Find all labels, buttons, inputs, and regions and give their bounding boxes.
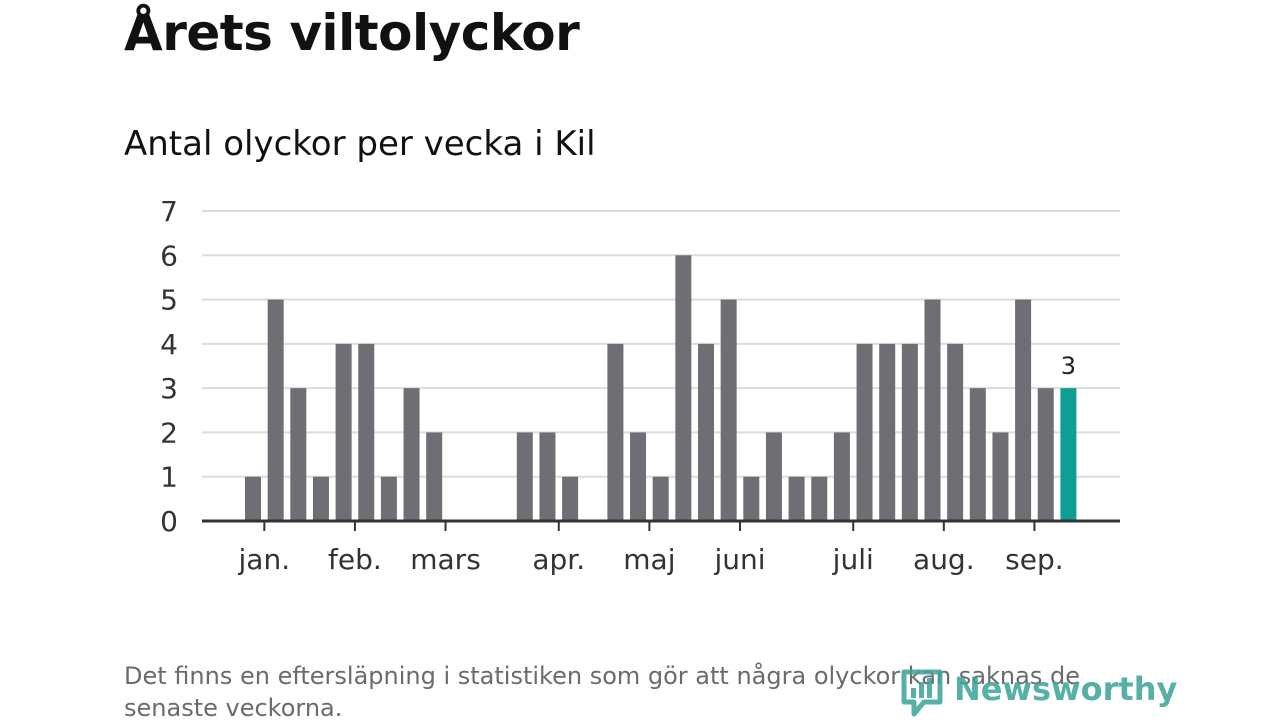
- newsworthy-logo-text: Newsworthy: [954, 670, 1178, 708]
- bar: [901, 343, 918, 521]
- x-tick-label: maj: [623, 543, 675, 576]
- bar: [562, 476, 579, 521]
- bar: [290, 388, 307, 521]
- bar: [426, 432, 443, 521]
- bar: [630, 432, 647, 521]
- bar: [675, 255, 692, 522]
- bar: [992, 432, 1009, 521]
- footnote: Det finns en eftersläpning i statistiken…: [124, 662, 1080, 722]
- newsworthy-logo-icon: [901, 669, 943, 717]
- bar: [1037, 388, 1054, 521]
- bar: [358, 343, 375, 521]
- newsworthy-logo: Newsworthy: [900, 668, 1177, 720]
- bar: [539, 432, 556, 521]
- y-tick-label: 5: [160, 284, 178, 317]
- last-value-label: 3: [1061, 352, 1076, 380]
- x-tick-label: juli: [832, 543, 874, 576]
- chart-title: Årets viltolyckor: [124, 4, 580, 62]
- bar-chart: 0 1 2 3 4 5 6 7 3 jan. feb. mars apr. maj juni juli aug.…: [160, 195, 1120, 576]
- x-tick-label: jan.: [238, 543, 291, 576]
- bar: [765, 432, 782, 521]
- bar: [720, 299, 737, 521]
- x-tick-label: feb.: [328, 543, 382, 576]
- x-tick-label: juni: [713, 543, 765, 576]
- bar: [924, 299, 941, 521]
- bar: [652, 476, 669, 521]
- y-tick-label: 4: [160, 328, 178, 361]
- bar: [516, 432, 533, 521]
- y-tick-label: 3: [160, 372, 178, 405]
- bar: [335, 343, 352, 521]
- y-tick-label: 1: [160, 461, 178, 494]
- bar: [879, 343, 896, 521]
- bar: [698, 343, 714, 521]
- bar: [607, 343, 624, 521]
- chart-subtitle: Antal olyckor per vecka i Kil: [124, 124, 596, 164]
- x-tick-label: aug.: [913, 543, 975, 576]
- bar: [403, 388, 420, 521]
- bar: [811, 476, 828, 521]
- bar: [380, 476, 397, 521]
- bar: [969, 388, 986, 521]
- bar: [312, 476, 329, 521]
- bar: [856, 343, 873, 521]
- y-tick-label: 6: [160, 239, 178, 272]
- x-tick-label: sep.: [1005, 543, 1064, 576]
- y-tick-label: 7: [160, 195, 178, 228]
- bar: [833, 432, 850, 521]
- bar: [1015, 299, 1032, 521]
- bar-highlight: [1060, 388, 1077, 521]
- bar: [267, 299, 284, 521]
- bar: [245, 476, 261, 521]
- x-tick-label: apr.: [532, 543, 585, 576]
- y-tick-label: 0: [160, 505, 178, 538]
- y-tick-label: 2: [160, 416, 178, 449]
- bar: [788, 476, 805, 521]
- x-tick-label: mars: [410, 543, 481, 576]
- bar: [947, 343, 964, 521]
- bar: [743, 476, 760, 521]
